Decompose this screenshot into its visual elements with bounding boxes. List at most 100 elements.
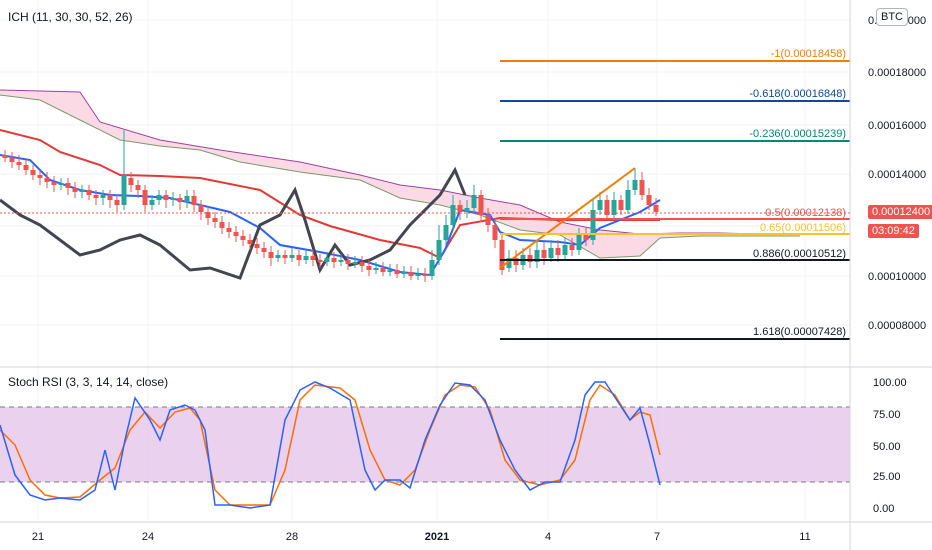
time-tick-1: 24 — [142, 531, 154, 543]
candle-body — [639, 180, 645, 195]
candle-body — [653, 205, 659, 212]
candle-body — [2, 155, 8, 158]
candle-body — [44, 178, 50, 182]
candle-body — [590, 210, 596, 240]
candle-body — [464, 208, 470, 212]
candle-body — [233, 232, 239, 236]
candle-body — [275, 255, 281, 258]
candle-body — [212, 218, 218, 222]
candle-body — [100, 195, 106, 198]
candle-body — [646, 195, 652, 205]
candle-body — [156, 195, 162, 200]
stoch-tick-4: 0.00 — [873, 503, 894, 515]
candle-body — [254, 244, 260, 248]
candle-body — [366, 266, 372, 270]
timer-badge: 03:09:42 — [868, 224, 919, 238]
fib-label-1: -0.618(0.00016848) — [749, 88, 846, 100]
candle-body — [142, 190, 148, 205]
candle-body — [492, 225, 498, 240]
candle-body — [359, 262, 365, 266]
candle-body — [163, 195, 169, 200]
candle-body — [58, 183, 64, 185]
candle-body — [135, 185, 141, 190]
candle-body — [114, 200, 120, 205]
candle-body — [338, 260, 344, 262]
time-tick-3: 2021 — [425, 531, 449, 543]
candle-body — [541, 250, 547, 258]
candle-body — [23, 165, 29, 170]
time-tick-0: 21 — [32, 531, 44, 543]
stoch-k-line — [0, 381, 661, 509]
candle-body — [457, 205, 463, 212]
candle-body — [415, 274, 421, 276]
candle-body — [324, 258, 330, 262]
candle-body — [534, 250, 540, 262]
candle-body — [198, 205, 204, 212]
price-tick-5: 0.00008000 — [868, 320, 926, 332]
stoch-tick-1: 75.00 — [873, 409, 901, 421]
stoch-legend[interactable]: Stoch RSI (3, 3, 14, 14, close) — [8, 375, 169, 389]
candle-body — [93, 195, 99, 198]
fib-retracement[interactable] — [500, 60, 850, 340]
candle-body — [261, 248, 267, 252]
candle-body — [499, 240, 505, 270]
candle-body — [632, 180, 638, 190]
candle-body — [205, 212, 211, 218]
candle-body — [310, 256, 316, 260]
candle-body — [79, 190, 85, 192]
candle-body — [618, 200, 624, 210]
fib-label-3: 0.5(0.00012138) — [765, 207, 846, 219]
candles-group — [2, 130, 659, 282]
ichimoku-legend[interactable]: ICH (11, 30, 30, 52, 26) — [8, 10, 133, 24]
time-tick-6: 11 — [799, 531, 810, 543]
candle-body — [443, 225, 449, 240]
candle-body — [282, 255, 288, 258]
candle-body — [219, 222, 225, 228]
candle-body — [527, 255, 533, 262]
candle-body — [86, 190, 92, 195]
candle-body — [422, 274, 428, 276]
candle-body — [583, 235, 589, 240]
candle-body — [450, 205, 456, 225]
candle-body — [240, 236, 246, 240]
candle-body — [352, 262, 358, 264]
candle-body — [331, 258, 337, 262]
price-badge: 0.00012400 — [868, 205, 932, 219]
stoch-tick-3: 25.00 — [873, 471, 901, 483]
candle-body — [37, 175, 43, 178]
fib-label-2: -0.236(0.00015239) — [749, 128, 846, 140]
candle-body — [177, 198, 183, 202]
price-axis[interactable]: 0.00020000 0.00018000 0.00016000 0.00014… — [868, 15, 926, 332]
candle-body — [303, 256, 309, 260]
candle-body — [247, 240, 253, 244]
candle-body — [345, 260, 351, 264]
candle-body — [597, 200, 603, 210]
time-tick-5: 7 — [654, 531, 660, 543]
candle-body — [296, 255, 302, 260]
candle-body — [408, 272, 414, 276]
candle-body — [121, 175, 127, 205]
fib-labels: -1(0.00018458) -0.618(0.00016848) -0.236… — [749, 48, 846, 338]
candle-body — [604, 200, 610, 215]
candle-body — [485, 215, 491, 225]
candle-body — [513, 258, 519, 265]
price-tick-3: 0.00014000 — [868, 169, 926, 181]
time-axis[interactable]: 21 24 28 2021 4 7 11 — [32, 531, 811, 543]
candle-body — [9, 158, 15, 162]
candle-body — [562, 245, 568, 255]
candle-body — [387, 270, 393, 272]
candle-body — [506, 258, 512, 268]
candle-body — [184, 196, 190, 202]
stoch-axis[interactable]: 100.00 75.00 50.00 25.00 0.00 — [873, 377, 907, 515]
candle-body — [436, 240, 442, 260]
senkou-span-a — [0, 94, 800, 259]
candle-body — [429, 260, 435, 276]
time-tick-2: 28 — [286, 531, 298, 543]
time-tick-4: 4 — [545, 531, 551, 543]
candle-body — [30, 170, 36, 175]
candle-body — [394, 270, 400, 274]
fib-label-0: -1(0.00018458) — [771, 48, 846, 60]
candle-body — [478, 195, 484, 215]
currency-button[interactable]: BTC — [876, 8, 908, 26]
